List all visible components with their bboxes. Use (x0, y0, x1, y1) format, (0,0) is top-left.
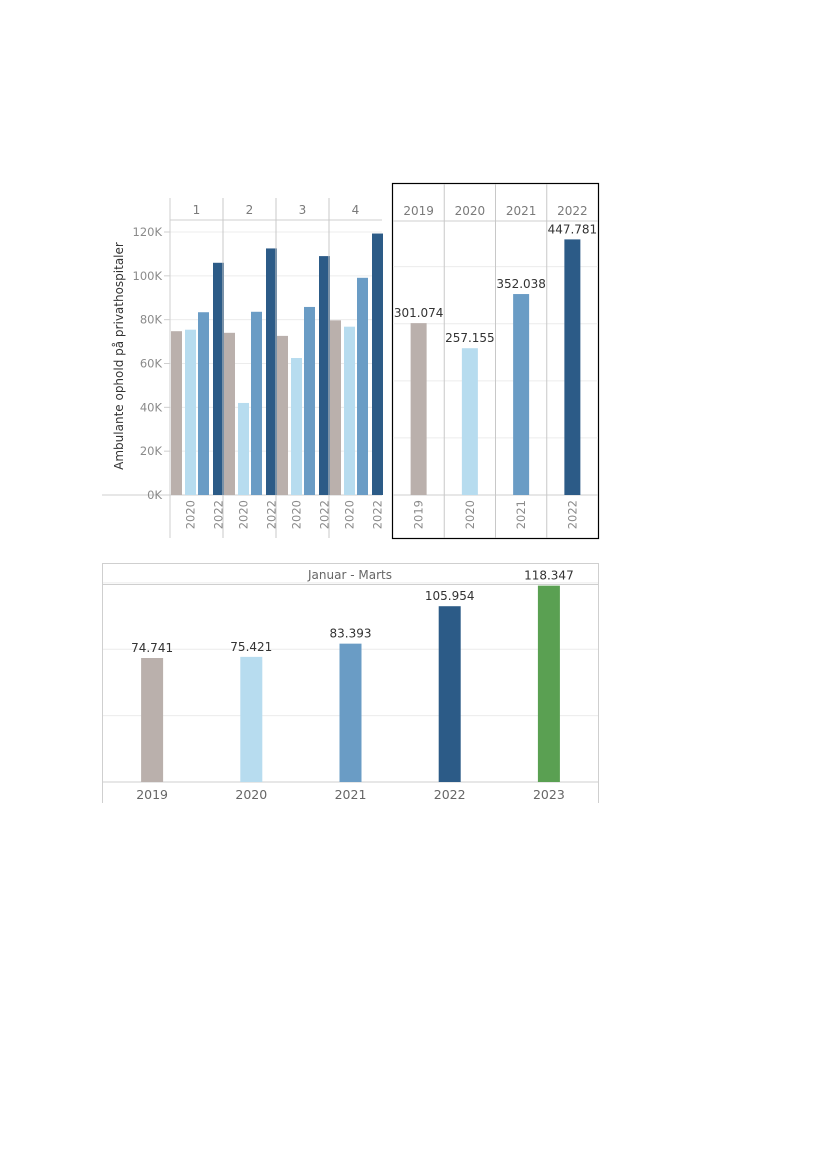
data-label: 74.741 (131, 641, 173, 655)
bar (304, 306, 315, 495)
bar (564, 239, 581, 495)
data-label: 257.155 (445, 331, 495, 345)
x-tick-label: 2022 (265, 500, 279, 529)
x-tick-label: 2022 (434, 787, 466, 802)
x-tick-label: 2019 (412, 500, 426, 529)
bar (357, 277, 368, 495)
panel-header: 2022 (557, 204, 588, 218)
bar (537, 585, 560, 782)
panel-header: 2021 (506, 204, 537, 218)
y-tick-label: 0K (147, 488, 162, 502)
x-tick-label: 2021 (514, 500, 528, 529)
panel-header: 1 (193, 203, 201, 217)
y-tick-label: 20K (140, 444, 163, 458)
bar (339, 643, 362, 782)
chart-title: Januar - Marts (307, 568, 392, 582)
bar (171, 331, 182, 495)
y-axis-title: Ambulante ophold på privathospitaler (112, 242, 126, 470)
data-label: 352.038 (496, 277, 546, 291)
panel-header: 3 (299, 203, 307, 217)
data-label: 118.347 (524, 569, 574, 583)
bar (185, 329, 196, 495)
quarterly-chart: 0K 20K 40K 60K 80K 100K 120K Ambulante ophold p… (102, 198, 385, 538)
x-tick-label: 2021 (335, 787, 367, 802)
y-tick-label: 60K (140, 357, 163, 371)
data-label: 301.074 (394, 306, 444, 320)
bar (198, 312, 209, 495)
x-tick-label: 2020 (235, 787, 267, 802)
bar (438, 606, 461, 782)
x-tick-label: 2019 (136, 787, 168, 802)
x-tick-label: 2020 (184, 500, 198, 529)
annual-totals-chart: 2019 301.074 2019 2020 257.155 2020 2021 352.03… (391, 182, 600, 540)
chart-frame (391, 182, 600, 540)
x-tick-label: 2022 (371, 500, 385, 529)
bar (330, 320, 341, 495)
panel-header: 2019 (403, 204, 434, 218)
bar (141, 657, 164, 782)
data-label: 83.393 (330, 627, 372, 641)
y-tick-label: 120K (133, 225, 163, 239)
y-tick-label: 40K (140, 400, 163, 414)
bar (277, 335, 288, 495)
x-tick-label: 2020 (237, 500, 251, 529)
data-label: 105.954 (425, 589, 475, 603)
y-tick-label: 100K (133, 269, 163, 283)
bar (251, 311, 262, 495)
x-tick-label: 2022 (212, 500, 226, 529)
jan-mar-chart: Januar - Marts 74.741 2019 75.421 2020 83.393… (102, 563, 599, 803)
x-tick-label: 2020 (343, 500, 357, 529)
data-label: 447.781 (548, 222, 598, 236)
x-tick-label: 2022 (565, 500, 579, 529)
x-tick-label: 2023 (533, 787, 565, 802)
bar (344, 326, 355, 495)
bar (266, 248, 277, 495)
x-tick-label: 2022 (318, 500, 332, 529)
x-tick-label: 2020 (290, 500, 304, 529)
panel-header: 2020 (455, 204, 486, 218)
bar (213, 262, 224, 495)
bar (240, 656, 263, 782)
bar (372, 233, 383, 495)
bar (238, 402, 249, 495)
bar (291, 358, 302, 495)
x-tick-label: 2020 (463, 500, 477, 529)
bar (224, 332, 235, 495)
bar (319, 256, 330, 495)
panel-header: 4 (352, 203, 360, 217)
panel-header: 2 (246, 203, 254, 217)
y-tick-label: 80K (140, 313, 163, 327)
bar (513, 294, 530, 495)
data-label: 75.421 (230, 640, 272, 654)
bar (461, 348, 478, 495)
bar (410, 323, 427, 495)
